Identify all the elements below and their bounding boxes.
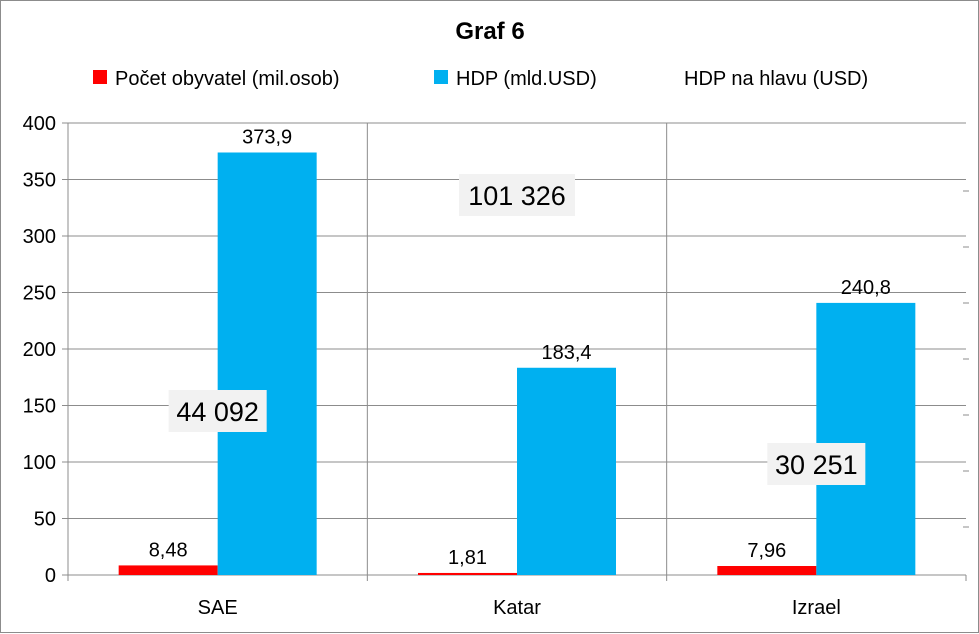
data-label: 1,81 [448, 547, 487, 569]
bar-population-izrael [717, 566, 817, 575]
category-label: SAE [198, 597, 238, 619]
y-tick-label: 400 [23, 113, 56, 135]
data-labels: 8,48 373,9 1,81 183,4 7,96 240,8 [149, 126, 891, 568]
per-capita-label: 101 326 [468, 181, 566, 211]
y-axis-ticks: 0 50 100 150 200 250 300 350 400 [23, 113, 56, 587]
per-capita-label-bg [767, 443, 866, 485]
per-capita-label-bg [168, 390, 267, 432]
y-tick-label: 50 [34, 509, 56, 531]
per-capita-labels: 44 092 101 326 30 251 [168, 174, 866, 485]
data-label: 240,8 [841, 277, 891, 299]
legend-label-gdp: HDP (mld.USD) [456, 68, 597, 90]
y-tick-label: 350 [23, 170, 56, 192]
y-tick-label: 150 [23, 396, 56, 418]
chart-title: Graf 6 [455, 18, 524, 45]
y-tick-label: 200 [23, 339, 56, 361]
bar-gdp-sae [217, 152, 317, 576]
bar-gdp-izrael [816, 302, 916, 575]
category-label: Katar [493, 597, 541, 619]
legend-swatch-gdp [434, 70, 448, 84]
bars [118, 152, 916, 576]
y-tick-label: 300 [23, 226, 56, 248]
bar-population-sae [118, 565, 218, 575]
category-labels: SAE Katar Izrael [198, 597, 841, 619]
data-label: 373,9 [242, 126, 292, 148]
category-label: Izrael [792, 597, 841, 619]
legend-label-population: Počet obyvatel (mil.osob) [115, 68, 340, 90]
per-capita-label: 30 251 [775, 450, 858, 480]
per-capita-label: 44 092 [176, 397, 259, 427]
bar-gdp-katar [517, 367, 616, 575]
bar-population-katar [418, 572, 517, 575]
legend: Počet obyvatel (mil.osob) HDP (mld.USD) … [93, 68, 868, 90]
y-tick-label: 250 [23, 283, 56, 305]
y-tick-label: 0 [45, 565, 56, 587]
legend-label-gdp-per-capita: HDP na hlavu (USD) [684, 68, 868, 90]
data-label: 7,96 [747, 540, 786, 562]
data-label: 183,4 [541, 342, 591, 364]
data-label: 8,48 [149, 539, 188, 561]
legend-swatch-population [93, 70, 107, 84]
y-tick-label: 100 [23, 452, 56, 474]
per-capita-label-bg [459, 174, 575, 216]
